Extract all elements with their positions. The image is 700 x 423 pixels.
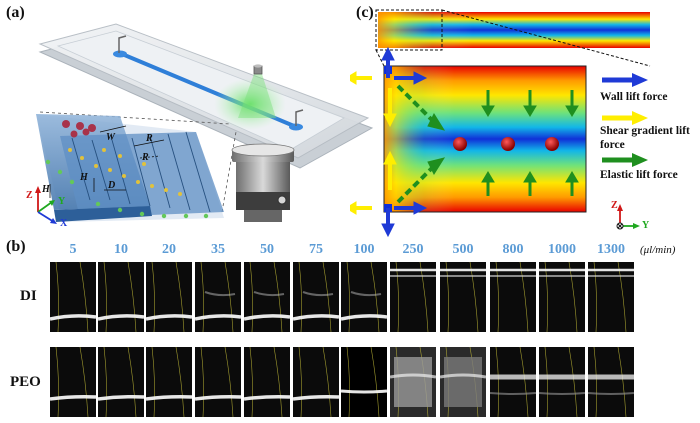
axis-z-label-a: Z [26, 190, 33, 201]
dim-H2-label: H [80, 172, 88, 183]
flow-image-tile [195, 262, 241, 332]
axis-x-label-a: X [60, 218, 68, 229]
flow-image-tile [490, 347, 536, 417]
axis-y-label-c: Y [642, 220, 650, 231]
flow-rate-label: 250 [402, 242, 424, 257]
dim-R1-label: R [146, 133, 153, 144]
flow-image-tile [293, 262, 339, 332]
legend-arrows [602, 73, 648, 167]
flow-rate-label: 1300 [597, 242, 625, 257]
elastic-arrows [396, 84, 579, 204]
flow-image-tile [588, 347, 634, 417]
flow-image-tile [390, 347, 436, 417]
flow-rate-label: 5 [69, 242, 77, 257]
axis-triad-a [35, 186, 57, 224]
flow-rate-label: 1000 [548, 242, 576, 257]
flow-image-tile [341, 347, 387, 417]
flow-image-tile [293, 347, 339, 417]
legend-wall-lift: Wall lift force [600, 91, 668, 103]
flow-image-tile [98, 262, 144, 332]
dim-W-label: W [106, 132, 115, 143]
particle [501, 137, 515, 151]
flow-rate-label: 20 [162, 242, 176, 257]
flow-image-tile [50, 347, 96, 417]
legend-shear-gradient-lift: Shear gradient lift force [600, 125, 690, 151]
flow-image-tile [50, 262, 96, 332]
flow-rate-label: 800 [502, 242, 524, 257]
flow-rate-label: 500 [452, 242, 474, 257]
flow-unit-label: (μl/min) [640, 244, 676, 256]
flow-rate-label: 75 [309, 242, 323, 257]
flow-image-tile [490, 262, 536, 332]
panel-b-label: (b) [6, 238, 26, 255]
axis-triad-c [616, 204, 640, 230]
particle [453, 137, 467, 151]
wall-arrows [381, 46, 428, 238]
panel-a-label: (a) [6, 4, 25, 21]
flow-image-tile [98, 347, 144, 417]
flow-image-tile [146, 262, 192, 332]
flow-rate-label: 50 [260, 242, 274, 257]
axis-z-label-c: Z [611, 200, 618, 211]
flow-rate-label: 10 [114, 242, 128, 257]
legend-elastic-lift: Elastic lift force [600, 169, 678, 181]
particle [545, 137, 559, 151]
flow-image-tile [588, 262, 634, 332]
enlarged-flow-field [383, 65, 587, 213]
flow-image-tile [341, 262, 387, 332]
panel-c-label: (c) [356, 4, 374, 21]
flow-image-tile [195, 347, 241, 417]
flow-image-tile [539, 347, 585, 417]
flow-image-tile [244, 347, 290, 417]
flow-rate-label: 100 [353, 242, 375, 257]
flow-image-tile [440, 262, 486, 332]
flow-image-tile [390, 262, 436, 332]
microscope-objective [231, 143, 295, 222]
row-label-peo: PEO [10, 374, 41, 390]
shear-arrows [350, 71, 397, 215]
dim-D-label: D [108, 180, 116, 191]
laser-glow [214, 78, 286, 130]
dim-H1-label: H [42, 184, 50, 195]
axis-y-label-a: Y [58, 196, 66, 207]
flow-image-tile [440, 347, 486, 417]
flow-image-tile [244, 262, 290, 332]
channel-zoom-inset [36, 114, 224, 222]
microfluidic-chip-illustration [35, 23, 374, 224]
flow-image-tile [539, 262, 585, 332]
dim-R2-label: R [142, 152, 149, 163]
flow-image-tile [146, 347, 192, 417]
velocity-field-diagram [350, 9, 651, 238]
flow-rate-label: 35 [211, 242, 225, 257]
row-label-di: DI [20, 288, 37, 304]
